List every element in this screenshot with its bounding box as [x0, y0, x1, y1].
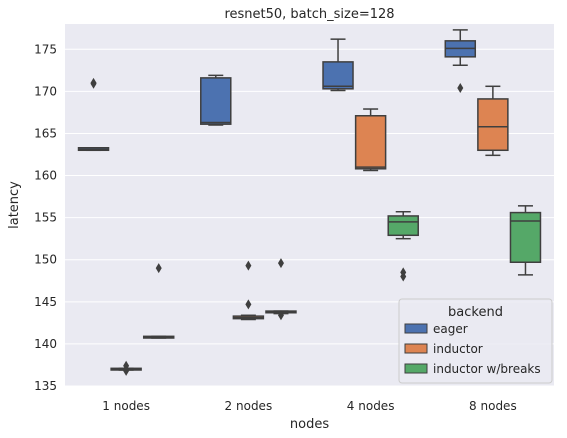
chart-title: resnet50, batch_size=128 [224, 7, 394, 22]
flier-point [90, 77, 97, 88]
box-series [77, 29, 542, 376]
flier-point [457, 82, 464, 93]
y-axis-ticks: 135 140 145 150 155 160 165 170 175 [34, 42, 57, 393]
y-tick-label: 135 [34, 379, 57, 393]
box [509, 205, 542, 276]
box-iqr [200, 77, 232, 125]
x-axis-ticks: 1 nodes 2 nodes 4 nodes 8 nodes [102, 399, 516, 413]
y-tick-label: 170 [34, 84, 57, 98]
box [387, 210, 419, 282]
x-tick-label: 2 nodes [225, 399, 273, 413]
y-axis-label: latency [7, 181, 22, 229]
y-tick-label: 175 [34, 42, 57, 56]
x-tick-label: 4 nodes [347, 399, 395, 413]
legend-swatch [404, 363, 428, 374]
box [142, 263, 175, 339]
box [77, 77, 110, 152]
y-tick-label: 160 [34, 169, 57, 183]
x-tick-label: 8 nodes [469, 399, 517, 413]
flier-point [277, 310, 284, 321]
legend-swatch [404, 323, 428, 334]
legend-entry: inductor w/breaks [433, 362, 541, 376]
box [232, 260, 265, 321]
grid-lines [65, 48, 554, 387]
box [477, 85, 509, 157]
legend-entry: eager [433, 322, 468, 336]
flier-point [245, 260, 252, 271]
box [322, 38, 354, 92]
legend-entry: inductor [433, 342, 483, 356]
flier-point [123, 365, 130, 376]
box [200, 74, 232, 126]
x-tick-label: 1 nodes [102, 399, 150, 413]
box-iqr [354, 115, 387, 170]
box [265, 258, 297, 321]
legend: backend eager inductor inductor w/breaks [398, 298, 553, 384]
y-tick-label: 150 [34, 253, 57, 267]
box-iqr [387, 215, 419, 237]
box-iqr [477, 98, 509, 152]
box [110, 360, 142, 376]
y-tick-label: 155 [34, 211, 57, 225]
flier-point [400, 271, 407, 282]
flier-point [123, 360, 130, 371]
box [354, 108, 387, 172]
box [444, 29, 477, 93]
legend-swatch [404, 343, 428, 354]
legend-frame [398, 298, 553, 384]
x-axis-label: nodes [290, 417, 329, 432]
box-iqr [322, 61, 354, 90]
flier-point [155, 263, 162, 274]
flier-point [277, 258, 284, 269]
legend-title: backend [448, 305, 503, 320]
box-iqr [509, 211, 542, 263]
y-tick-label: 165 [34, 126, 57, 140]
y-tick-label: 145 [34, 295, 57, 309]
flier-point [245, 299, 252, 310]
y-tick-label: 140 [34, 337, 57, 351]
